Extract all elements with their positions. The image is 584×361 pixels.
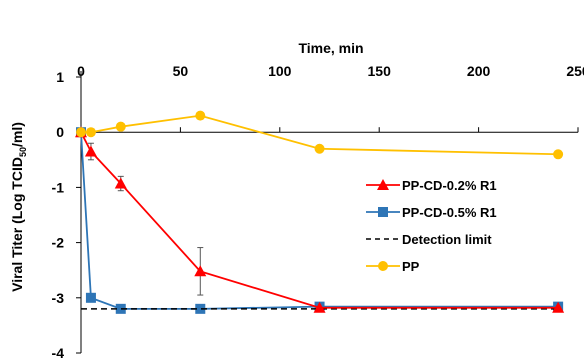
x-tick-label: 200 [467, 63, 491, 79]
data-point [85, 127, 96, 138]
series-line [80, 131, 559, 309]
data-point [194, 265, 207, 277]
y-tick-label: -1 [52, 179, 65, 195]
legend-label: PP-CD-0.2% R1 [402, 178, 497, 193]
legend-swatch-marker [378, 207, 388, 217]
x-tick-label: 250 [566, 63, 584, 79]
y-tick-label: 0 [56, 124, 64, 140]
legend-swatch-marker [378, 261, 388, 271]
y-axis-title-main: Viral Titer (Log TCID [9, 157, 25, 292]
x-axis-title: Time, min [298, 40, 363, 56]
series-line [80, 132, 559, 310]
series-pp-cd-0-5-r1 [76, 127, 564, 314]
legend-entry: PP [366, 259, 420, 274]
data-point [84, 145, 97, 157]
legend: PP-CD-0.2% R1 PP-CD-0.5% R1 Detection limi… [366, 178, 497, 274]
legend-swatch-marker [377, 179, 389, 190]
data-point [115, 121, 126, 132]
y-axis-title: Viral Titer (Log TCID50/ml) [9, 122, 28, 292]
y-tick-label: -4 [52, 345, 65, 361]
data-point [115, 303, 126, 314]
tick-labels: 05010015020025010-1-2-3-4 [52, 63, 584, 361]
legend-entry: PP-CD-0.5% R1 [366, 205, 497, 220]
legend-label: PP-CD-0.5% R1 [402, 205, 497, 220]
legend-entry: Detection limit [366, 232, 492, 247]
axes [76, 71, 579, 354]
data-point [76, 127, 86, 138]
y-axis-title-suffix: /ml) [9, 122, 25, 147]
data-point [314, 143, 325, 154]
data-point [553, 149, 564, 160]
data-point [313, 301, 326, 313]
legend-entry: PP-CD-0.2% R1 [366, 178, 497, 193]
legend-label: Detection limit [402, 232, 492, 247]
data-point [552, 301, 565, 313]
data-point [195, 110, 206, 121]
data-point [114, 177, 127, 189]
series-pp [76, 110, 564, 160]
y-tick-label: 1 [56, 69, 64, 85]
data-point [195, 303, 206, 314]
legend-label: PP [402, 259, 420, 274]
x-tick-label: 0 [77, 63, 85, 79]
x-tick-label: 50 [173, 63, 189, 79]
x-tick-label: 100 [268, 63, 292, 79]
plot-area [75, 110, 565, 314]
x-tick-label: 150 [368, 63, 392, 79]
y-tick-label: -3 [52, 290, 65, 306]
data-point [85, 292, 96, 303]
y-tick-label: -2 [52, 235, 65, 251]
y-axis-title-subscript: 50 [18, 147, 28, 157]
